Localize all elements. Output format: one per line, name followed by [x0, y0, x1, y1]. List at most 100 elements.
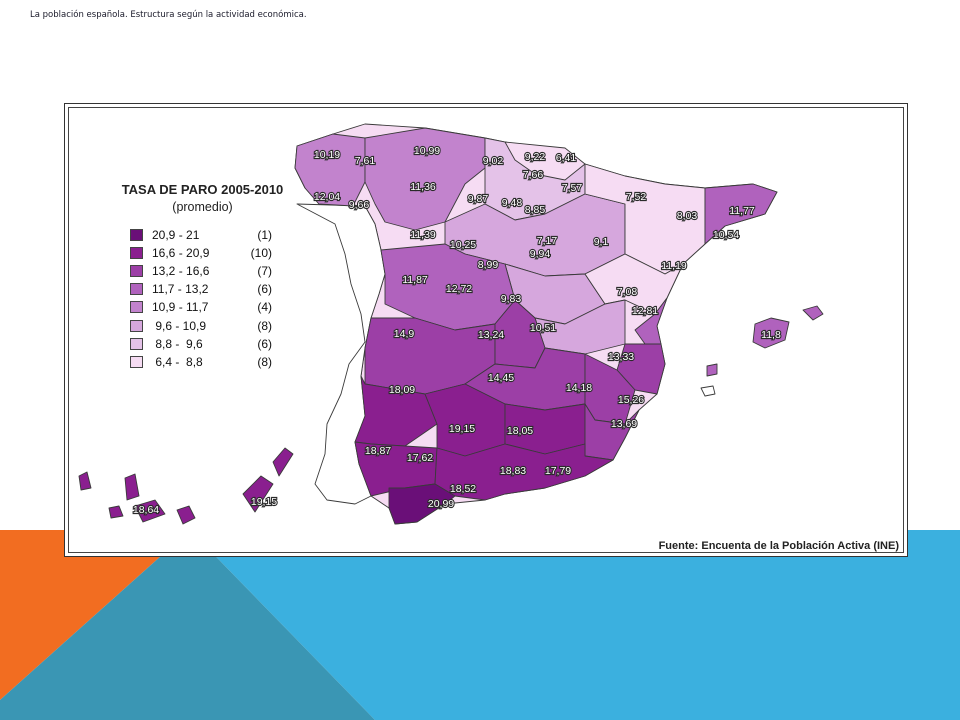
province-value-label: 9,48	[502, 197, 523, 209]
island-la-palma	[78, 471, 92, 491]
province-value-label: 9,87	[468, 193, 489, 205]
province-value-label: 10,54	[713, 229, 739, 241]
legend-item: 13,2 - 16,6 (7)	[130, 262, 272, 280]
legend-count: (1)	[257, 228, 272, 243]
legend-swatch	[130, 301, 143, 314]
island-gran-canaria	[176, 505, 196, 525]
legend: 20,9 - 21 (1) 16,6 - 20,9 (10) 13,2 - 16…	[130, 226, 272, 371]
province-value-label: 18,83	[500, 465, 526, 477]
province-value-label: 11,36	[410, 181, 436, 193]
province-value-label: 13,24	[478, 329, 504, 341]
map-regions	[78, 123, 824, 525]
legend-swatch	[130, 265, 143, 278]
island-gomera	[108, 505, 124, 519]
legend-range: 6,4 - 8,8	[152, 354, 203, 369]
province-value-label: 14,45	[488, 372, 514, 384]
province-value-label: 11,19	[661, 260, 687, 272]
legend-item: 20,9 - 21 (1)	[130, 226, 272, 244]
teal-shape	[0, 530, 375, 720]
province-value-label: 9,83	[501, 293, 522, 305]
province-value-label: 14,9	[394, 328, 415, 340]
legend-title: TASA DE PARO 2005-2010	[121, 182, 284, 197]
province-value-label: 12,04	[314, 191, 340, 203]
map-inner-border	[68, 107, 904, 553]
legend-count: (8)	[257, 354, 272, 369]
spain-province-map: 10,19 7,61 10,99 9,02 9,22 6,41 7,66 7,57 12,04 9…	[78, 123, 824, 525]
legend-count: (7)	[257, 264, 272, 279]
province-value-label: 11,8	[761, 329, 781, 341]
map-frame: 10,19 7,61 10,99 9,02 9,22 6,41 7,66 7,57 12,04 9…	[64, 103, 908, 557]
legend-item: 6,4 - 8,8 (8)	[130, 353, 272, 371]
province-value-label: 11,39	[410, 229, 436, 241]
map-province-labels: 10,19 7,61 10,99 9,02 9,22 6,41 7,66 7,57 12,04 9…	[132, 144, 782, 517]
province-value-label: 9,94	[530, 248, 551, 260]
legend-count: (10)	[250, 246, 272, 261]
zone-basque	[504, 141, 586, 181]
province-value-label: 20,99	[428, 498, 454, 510]
source-note: Fuente: Encuenta de la Población Activa …	[658, 540, 899, 552]
province-value-label: 15,26	[618, 394, 644, 406]
province-value-label: 19,15	[449, 423, 475, 435]
portugal-area	[296, 203, 386, 505]
province-value-label: 9,02	[483, 155, 504, 167]
province-value-label: 7,57	[562, 182, 583, 194]
legend-item: 16,6 - 20,9 (10)	[130, 244, 272, 262]
legend-swatch	[130, 283, 143, 296]
province-value-label: 7,61	[355, 155, 376, 167]
island-ibiza	[706, 363, 718, 377]
province-value-label: 7,52	[626, 191, 647, 203]
legend-range: 16,6 - 20,9	[152, 246, 210, 261]
province-value-label: 18,87	[365, 445, 391, 457]
province-value-label: 11,77	[729, 205, 755, 217]
legend-item: 9,6 - 10,9 (8)	[130, 316, 272, 334]
legend-subtitle: (promedio)	[172, 200, 233, 214]
legend-range: 8,8 - 9,6	[152, 336, 203, 351]
province-value-label: 11,87	[402, 274, 428, 286]
province-value-label: 17,79	[545, 465, 571, 477]
province-value-label: 10,99	[414, 145, 440, 157]
legend-count: (4)	[257, 300, 272, 315]
slide-title: La población española. Estructura según …	[30, 10, 307, 20]
province-value-label: 18,52	[450, 483, 476, 495]
legend-swatch	[130, 319, 143, 332]
province-value-label: 18,64	[133, 504, 159, 516]
island-fuerteventura	[242, 475, 274, 513]
zone-malaga-granada	[434, 443, 614, 501]
island-formentera	[700, 385, 716, 397]
province-value-label: 18,09	[389, 384, 415, 396]
province-value-label: 18,05	[507, 425, 533, 437]
province-value-label: 8,99	[478, 259, 499, 271]
province-value-label: 13,33	[608, 351, 634, 363]
legend-range: 13,2 - 16,6	[152, 264, 210, 279]
legend-item: 11,7 - 13,2 (6)	[130, 280, 272, 298]
province-value-label: 12,81	[632, 305, 658, 317]
blue-shape	[190, 530, 960, 720]
legend-swatch	[130, 247, 143, 260]
province-value-label: 7,66	[523, 169, 544, 181]
legend-count: (6)	[257, 336, 272, 351]
province-value-label: 9,1	[594, 236, 609, 248]
province-value-label: 9,22	[525, 151, 546, 163]
province-value-label: 13,69	[611, 418, 637, 430]
province-value-label: 10,25	[450, 239, 476, 251]
province-value-label: 12,72	[446, 283, 472, 295]
island-tenerife	[124, 473, 140, 501]
legend-range: 20,9 - 21	[152, 228, 200, 243]
province-value-label: 10,19	[314, 149, 340, 161]
legend-range: 9,6 - 10,9	[152, 318, 207, 333]
island-menorca	[802, 305, 824, 321]
island-hierro	[134, 499, 166, 523]
zone-catalonia	[704, 183, 778, 245]
province-value-label: 14,18	[566, 382, 592, 394]
legend-range: 10,9 - 11,7	[152, 300, 209, 315]
zone-cadiz	[388, 483, 456, 525]
province-value-label: 7,08	[617, 286, 638, 298]
legend-count: (8)	[257, 318, 272, 333]
legend-item: 10,9 - 11,7 (4)	[130, 298, 272, 316]
legend-count: (6)	[257, 282, 272, 297]
island-mallorca	[752, 317, 790, 349]
province-value-label: 6,41	[556, 152, 577, 164]
province-value-label: 10,51	[530, 322, 556, 334]
zone-galicia	[294, 133, 366, 207]
